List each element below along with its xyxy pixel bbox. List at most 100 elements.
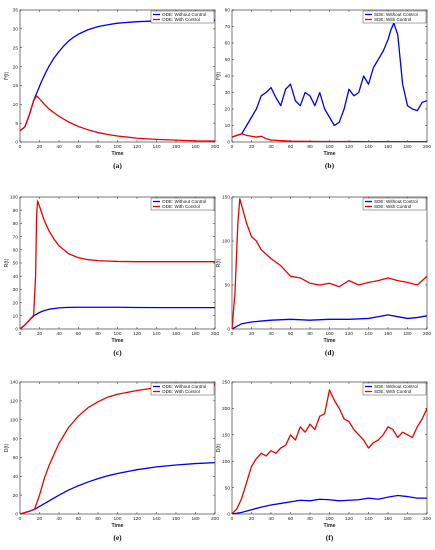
series-line-with-control <box>20 200 215 329</box>
x-tick-label: 140 <box>364 331 372 337</box>
y-tick-label: 80 <box>225 8 231 14</box>
x-tick-label: 200 <box>211 144 219 150</box>
y-tick-label: 0 <box>227 327 230 333</box>
legend-box <box>362 382 427 396</box>
plot-area <box>231 196 428 330</box>
plot-area <box>231 9 428 143</box>
x-tick-label: 20 <box>249 331 255 337</box>
x-tick-label: 160 <box>384 516 392 522</box>
y-tick-label: 100 <box>10 417 18 423</box>
x-axis-label: Time <box>111 338 123 344</box>
x-tick-label: 20 <box>249 516 255 522</box>
panel-caption: (a) <box>113 161 122 170</box>
legend-entry: SDE: Without Control <box>374 384 418 389</box>
y-axis-label: R(t) <box>4 258 10 267</box>
legend-entry: SDE: With Control <box>374 389 411 394</box>
x-tick-label: 160 <box>172 516 180 522</box>
legend-box <box>362 10 427 24</box>
y-tick-label: 40 <box>13 274 19 280</box>
legend-box <box>150 10 215 24</box>
y-axis-label: R(t) <box>216 258 222 267</box>
x-tick-label: 140 <box>364 516 372 522</box>
y-tick-label: 0 <box>15 512 18 518</box>
x-axis-label: Time <box>323 151 335 157</box>
y-tick-label: 40 <box>13 474 19 480</box>
chart-panel-d: 0 20 40 60 80 100 120 140 160 180 200 0 50 100 150 Time… <box>216 195 431 357</box>
x-tick-label: 200 <box>211 331 219 337</box>
x-tick-label: 20 <box>249 144 255 150</box>
x-tick-label: 80 <box>95 331 101 337</box>
x-tick-label: 40 <box>268 144 274 150</box>
x-tick-label: 180 <box>191 331 199 337</box>
x-tick-label: 140 <box>152 144 160 150</box>
legend-entry: ODE: With Control <box>162 204 200 209</box>
legend-entry: SDE: Without Control <box>374 199 418 204</box>
y-tick-label: 30 <box>13 27 19 33</box>
legend-entry: ODE: Without Control <box>162 384 206 389</box>
x-tick-label: 60 <box>288 516 294 522</box>
x-tick-label: 0 <box>19 331 22 337</box>
y-tick-label: 30 <box>225 90 231 96</box>
panel-caption: (b) <box>325 161 335 170</box>
x-axis-label: Time <box>111 151 123 157</box>
x-axis-label: Time <box>323 338 335 344</box>
y-axis-label: D(t) <box>4 443 10 452</box>
y-tick-label: 250 <box>222 380 230 386</box>
x-tick-label: 120 <box>133 331 141 337</box>
x-tick-label: 0 <box>19 516 22 522</box>
chart-panel-f: 0 20 40 60 80 100 120 140 160 180 200 0 50 100 150 200 2… <box>216 380 431 542</box>
y-tick-label: 20 <box>13 493 19 499</box>
x-tick-label: 180 <box>191 516 199 522</box>
x-tick-label: 40 <box>268 516 274 522</box>
legend-entry: SDE: With Control <box>374 204 411 209</box>
x-tick-label: 0 <box>231 516 234 522</box>
series-line-with-control <box>232 133 427 142</box>
y-tick-label: 20 <box>13 300 19 306</box>
panel-caption: (f) <box>326 533 334 542</box>
chart-panel-b: 0 20 40 60 80 100 120 140 160 180 200 0 10 20 30 40 50 60… <box>216 8 431 170</box>
plot-area <box>19 381 216 515</box>
y-tick-label: 30 <box>13 287 19 293</box>
plot-area <box>19 9 216 143</box>
y-tick-label: 90 <box>13 208 19 214</box>
panel-caption: (e) <box>113 533 122 542</box>
x-axis-label: Time <box>323 523 335 529</box>
y-tick-label: 50 <box>225 57 231 63</box>
x-tick-label: 100 <box>325 516 333 522</box>
x-tick-label: 80 <box>95 516 101 522</box>
y-tick-label: 0 <box>15 327 18 333</box>
y-tick-label: 60 <box>13 248 19 254</box>
y-tick-label: 50 <box>13 261 19 267</box>
x-tick-label: 40 <box>56 144 62 150</box>
y-tick-label: 150 <box>222 195 230 201</box>
series-line-without-control <box>20 19 215 132</box>
x-tick-label: 160 <box>172 144 180 150</box>
panel-caption: (c) <box>113 348 122 357</box>
legend-box <box>150 382 215 396</box>
legend-entry: ODE: With Control <box>162 389 200 394</box>
series-line-with-control <box>232 198 427 329</box>
y-tick-label: 140 <box>10 380 18 386</box>
y-tick-label: 50 <box>225 283 231 289</box>
x-tick-label: 180 <box>403 331 411 337</box>
x-tick-label: 120 <box>345 144 353 150</box>
y-tick-label: 10 <box>13 314 19 320</box>
x-tick-label: 60 <box>76 144 82 150</box>
x-tick-label: 60 <box>288 331 294 337</box>
legend-entry: ODE: Without Control <box>162 199 206 204</box>
x-tick-label: 60 <box>76 331 82 337</box>
x-tick-label: 40 <box>56 516 62 522</box>
y-tick-label: 0 <box>15 140 18 146</box>
x-tick-label: 0 <box>231 331 234 337</box>
x-axis-label: Time <box>111 523 123 529</box>
y-axis-label: Iᴺ(t) <box>4 71 10 80</box>
y-tick-label: 150 <box>222 433 230 439</box>
x-tick-label: 200 <box>423 144 431 150</box>
x-tick-label: 80 <box>307 331 313 337</box>
y-tick-label: 40 <box>225 74 231 80</box>
y-tick-label: 5 <box>15 121 18 127</box>
x-tick-label: 120 <box>345 516 353 522</box>
x-tick-label: 140 <box>364 144 372 150</box>
x-tick-label: 40 <box>268 331 274 337</box>
